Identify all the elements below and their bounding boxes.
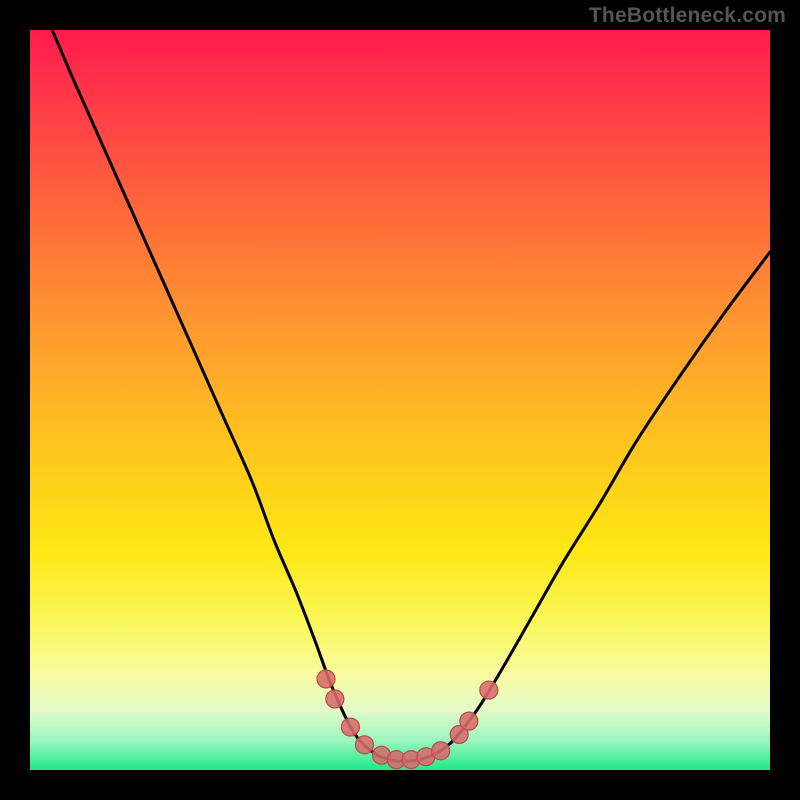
scatter-point [355,736,373,754]
scatter-point [341,718,359,736]
scatter-point [460,712,478,730]
scatter-point [432,742,450,760]
watermark-text: TheBottleneck.com [589,4,786,28]
bottleneck-curve-chart [0,0,800,800]
chart-root: TheBottleneck.com [0,0,800,800]
scatter-point [317,670,335,688]
scatter-point [480,681,498,699]
gradient-background [30,30,770,770]
scatter-point [326,690,344,708]
